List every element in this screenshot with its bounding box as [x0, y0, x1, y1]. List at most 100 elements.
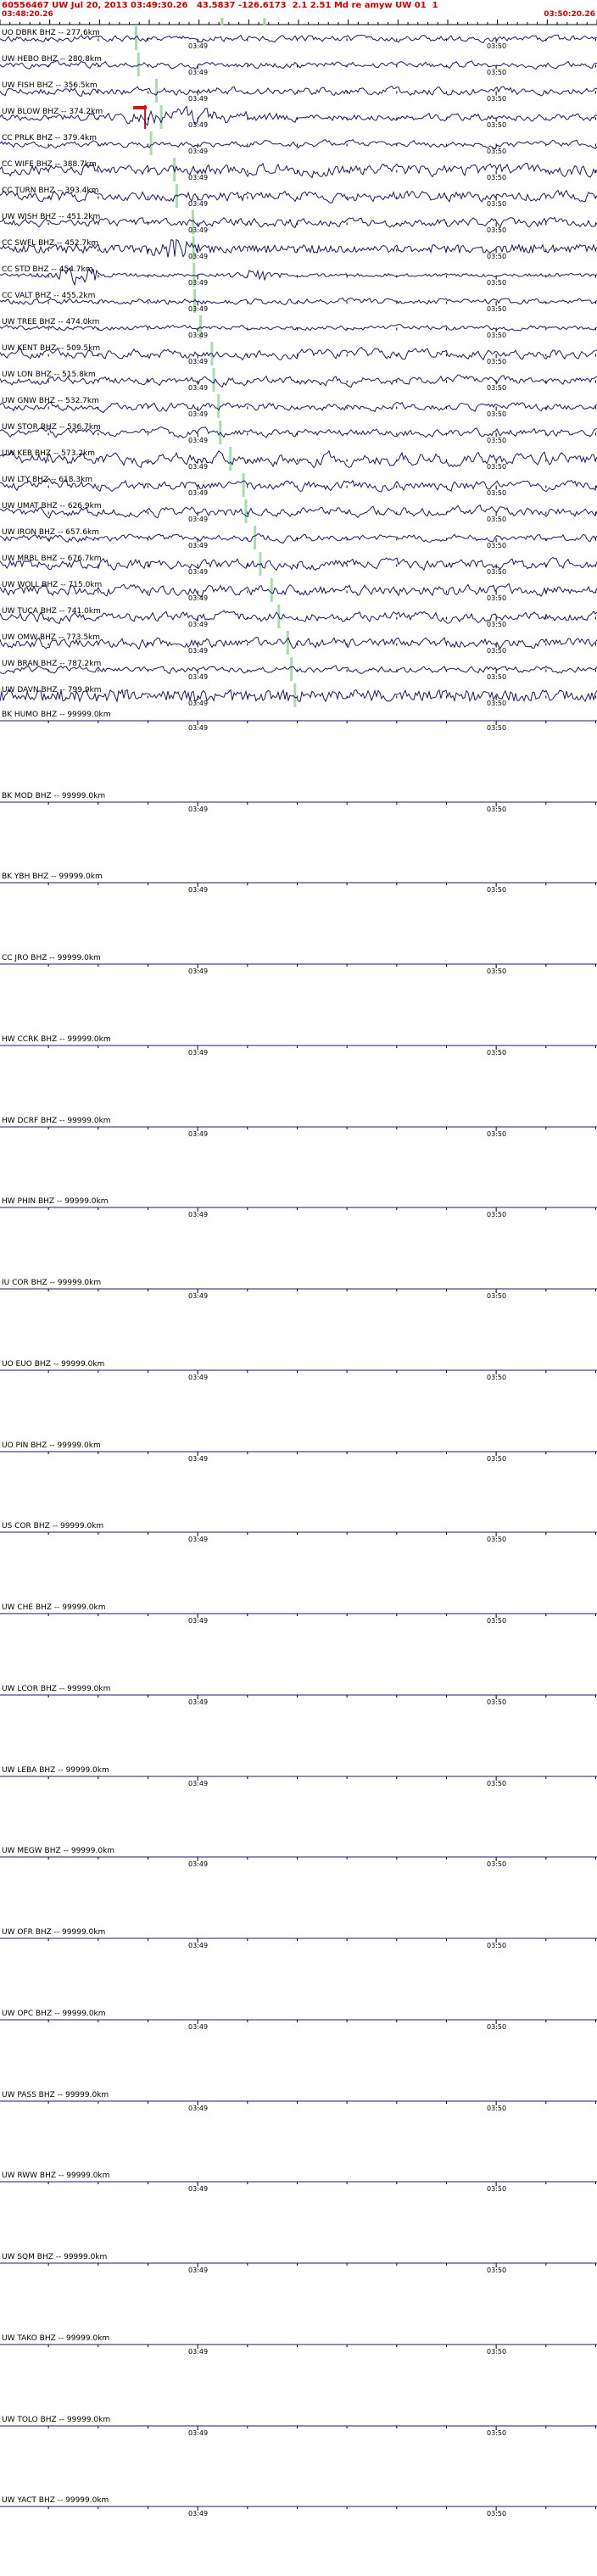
waveform-plot-umat[interactable]	[0, 499, 597, 525]
waveform-plot-pin[interactable]	[0, 1440, 597, 1521]
waveform-plot-dbrk[interactable]	[0, 25, 597, 52]
trace-row-hebo[interactable]: UW HEBO BHZ -- 280.8km 03:49 03:50	[0, 52, 597, 78]
trace-row-che[interactable]: UW CHE BHZ -- 99999.0km 03:49 03:50	[0, 1602, 597, 1683]
waveform-plot-tako[interactable]	[0, 2333, 597, 2414]
trace-row-dcrf[interactable]: HW DCRF BHZ -- 99999.0km 03:49 03:50	[0, 1115, 597, 1196]
waveform-plot-lon[interactable]	[0, 367, 597, 393]
waveform-plot-iron[interactable]	[0, 525, 597, 551]
waveform-plot-opc[interactable]	[0, 2008, 597, 2089]
trace-row-valt[interactable]: CC VALT BHZ -- 455.2km 03:49 03:50	[0, 288, 597, 315]
waveform-plot-wife[interactable]	[0, 157, 597, 183]
trace-row-phin[interactable]: HW PHIN BHZ -- 99999.0km 03:49 03:50	[0, 1196, 597, 1277]
trace-row-humo[interactable]: BK HUMO BHZ -- 99999.0km 03:49 03:50	[0, 709, 597, 790]
waveform-plot-hebo[interactable]	[0, 52, 597, 78]
trace-row-leba[interactable]: UW LEBA BHZ -- 99999.0km 03:49 03:50	[0, 1765, 597, 1846]
trace-row-woll[interactable]: UW WOLL BHZ -- 715.0km 03:49 03:50	[0, 577, 597, 604]
waveform-plot-sqm[interactable]	[0, 2251, 597, 2333]
trace-row-lon[interactable]: UW LON BHZ -- 515.8km 03:49 03:50	[0, 367, 597, 393]
trace-row-swfl[interactable]: CC SWFL BHZ -- 452.7km 03:49 03:50	[0, 236, 597, 262]
trace-row-turn[interactable]: CC TURN BHZ -- 393.4km 03:49 03:50	[0, 183, 597, 209]
trace-row-tolo[interactable]: UW TOLO BHZ -- 99999.0km 03:49 03:50	[0, 2414, 597, 2495]
trace-row-ybh[interactable]: BK YBH BHZ -- 99999.0km 03:49 03:50	[0, 871, 597, 952]
trace-row-umat[interactable]: UW UMAT BHZ -- 626.9km 03:49 03:50	[0, 499, 597, 525]
waveform-plot-davn[interactable]	[0, 683, 597, 709]
waveform-plot-wish[interactable]	[0, 209, 597, 236]
waveform-plot-mod[interactable]	[0, 790, 597, 872]
waveform-plot-humo[interactable]	[0, 709, 597, 790]
trace-row-euo[interactable]: UO EUO BHZ -- 99999.0km 03:49 03:50	[0, 1358, 597, 1440]
waveform-plot-blow[interactable]	[0, 104, 597, 131]
trace-row-rww[interactable]: UW RWW BHZ -- 99999.0km 03:49 03:50	[0, 2170, 597, 2251]
waveform-plot-omw[interactable]	[0, 630, 597, 656]
trace-row-megw[interactable]: UW MEGW BHZ -- 99999.0km 03:49 03:50	[0, 1845, 597, 1926]
trace-row-gnw[interactable]: UW GNW BHZ -- 532.7km 03:49 03:50	[0, 393, 597, 420]
waveform-plot-ofr[interactable]	[0, 1926, 597, 2008]
trace-row-tree[interactable]: UW TREE BHZ -- 474.0km 03:49 03:50	[0, 315, 597, 341]
waveform-plot-tuca[interactable]	[0, 604, 597, 630]
waveform-plot-woll[interactable]	[0, 577, 597, 604]
trace-row-lty[interactable]: UW LTY BHZ -- 618.3km 03:49 03:50	[0, 472, 597, 499]
waveform-plot-che[interactable]	[0, 1602, 597, 1683]
waveform-plot-jro[interactable]	[0, 952, 597, 1034]
waveform-plot-swfl[interactable]	[0, 236, 597, 262]
waveform-plot-dcrf[interactable]	[0, 1115, 597, 1196]
trace-row-std[interactable]: CC STD BHZ -- 454.7km 03:49 03:50	[0, 262, 597, 288]
trace-row-yact[interactable]: UW YACT BHZ -- 99999.0km 03:49 03:50	[0, 2495, 597, 2576]
trace-row-opc[interactable]: UW OPC BHZ -- 99999.0km 03:49 03:50	[0, 2008, 597, 2089]
trace-row-tuca[interactable]: UW TUCA BHZ -- 741.0km 03:49 03:50	[0, 604, 597, 630]
waveform-plot-rww[interactable]	[0, 2170, 597, 2251]
trace-row-lcor[interactable]: UW LCOR BHZ -- 99999.0km 03:49 03:50	[0, 1683, 597, 1765]
trace-row-cor[interactable]: US COR BHZ -- 99999.0km 03:49 03:50	[0, 1520, 597, 1602]
waveform-plot-pass[interactable]	[0, 2089, 597, 2171]
waveform-plot-turn[interactable]	[0, 183, 597, 209]
waveform-plot-euo[interactable]	[0, 1358, 597, 1440]
trace-row-stor[interactable]: UW STOR BHZ -- 536.7km 03:49 03:50	[0, 420, 597, 446]
waveform-plot-tree[interactable]	[0, 315, 597, 341]
trace-row-wife[interactable]: CC WIFE BHZ -- 388.7km 03:49 03:50	[0, 157, 597, 183]
trace-row-bran[interactable]: UW BRAN BHZ -- 787.2km 03:49 03:50	[0, 656, 597, 683]
waveform-plot-mrbl[interactable]	[0, 551, 597, 577]
waveform-plot-lcor[interactable]	[0, 1683, 597, 1765]
trace-row-tako[interactable]: UW TAKO BHZ -- 99999.0km 03:49 03:50	[0, 2333, 597, 2414]
waveform-plot-cor[interactable]	[0, 1277, 597, 1358]
trace-row-pass[interactable]: UW PASS BHZ -- 99999.0km 03:49 03:50	[0, 2089, 597, 2171]
station-label-lty: UW LTY BHZ -- 618.3km	[2, 476, 93, 484]
trace-row-iron[interactable]: UW IRON BHZ -- 657.6km 03:49 03:50	[0, 525, 597, 551]
waveform-plot-keb[interactable]	[0, 446, 597, 472]
trace-row-blow[interactable]: UW BLOW BHZ -- 374.2km 03:49 03:50	[0, 104, 597, 131]
trace-row-pin[interactable]: UO PIN BHZ -- 99999.0km 03:49 03:50	[0, 1440, 597, 1521]
trace-row-mod[interactable]: BK MOD BHZ -- 99999.0km 03:49 03:50	[0, 790, 597, 872]
trace-row-kent[interactable]: UW KENT BHZ -- 509.5km 03:49 03:50	[0, 341, 597, 367]
waveform-plot-ybh[interactable]	[0, 871, 597, 952]
waveform-plot-phin[interactable]	[0, 1196, 597, 1277]
trace-row-dbrk[interactable]: UO DBRK BHZ -- 277.6km 03:49 03:50	[0, 25, 597, 52]
waveform-plot-valt[interactable]	[0, 288, 597, 315]
waveform-plot-bran[interactable]	[0, 656, 597, 683]
trace-row-jro[interactable]: CC JRO BHZ -- 99999.0km 03:49 03:50	[0, 952, 597, 1034]
waveform-plot-ccrk[interactable]	[0, 1034, 597, 1115]
waveform-plot-leba[interactable]	[0, 1765, 597, 1846]
waveform-plot-stor[interactable]	[0, 420, 597, 446]
waveform-plot-megw[interactable]	[0, 1845, 597, 1926]
waveform-plot-lty[interactable]	[0, 472, 597, 499]
waveform-plot-tolo[interactable]	[0, 2414, 597, 2495]
trace-row-davn[interactable]: UW DAVN BHZ -- 799.9km 03:49 03:50	[0, 683, 597, 709]
trace-row-mrbl[interactable]: UW MRBL BHZ -- 676.7km 03:49 03:50	[0, 551, 597, 577]
waveform-plot-yact[interactable]	[0, 2495, 597, 2576]
pick-flag-red[interactable]	[133, 106, 148, 109]
waveform-plot-gnw[interactable]	[0, 393, 597, 420]
waveform-plot-kent[interactable]	[0, 341, 597, 367]
trace-row-sqm[interactable]: UW SQM BHZ -- 99999.0km 03:49 03:50	[0, 2251, 597, 2333]
trace-row-cor[interactable]: IU COR BHZ -- 99999.0km 03:49 03:50	[0, 1277, 597, 1358]
trace-row-ccrk[interactable]: HW CCRK BHZ -- 99999.0km 03:49 03:50	[0, 1034, 597, 1115]
trace-row-omw[interactable]: UW OMW BHZ -- 773.5km 03:49 03:50	[0, 630, 597, 656]
waveform-plot-std[interactable]	[0, 262, 597, 288]
waveform-plot-cor[interactable]	[0, 1520, 597, 1602]
trace-row-keb[interactable]: UW KEB BHZ -- 573.2km 03:49 03:50	[0, 446, 597, 472]
trace-row-wish[interactable]: UW WISH BHZ -- 451.2km 03:49 03:50	[0, 209, 597, 236]
waveform-plot-fish[interactable]	[0, 78, 597, 104]
trace-row-fish[interactable]: UW FISH BHZ -- 356.5km 03:49 03:50	[0, 78, 597, 104]
waveform-plot-prlk[interactable]	[0, 131, 597, 157]
trace-row-prlk[interactable]: CC PRLK BHZ -- 379.4km 03:49 03:50	[0, 131, 597, 157]
trace-row-ofr[interactable]: UW OFR BHZ -- 99999.0km 03:49 03:50	[0, 1926, 597, 2008]
